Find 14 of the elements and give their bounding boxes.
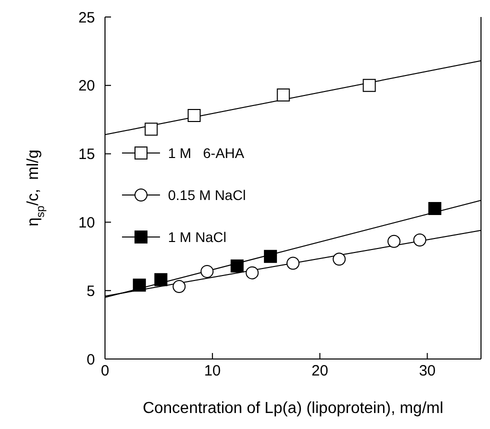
x-tick-label: 20: [312, 362, 328, 380]
x-tick-label: 30: [418, 362, 436, 380]
y-tick-label: 15: [78, 146, 95, 164]
y-tick-label: 10: [78, 214, 95, 232]
x-tick-label: 10: [204, 362, 221, 380]
y-tick-label: 0: [86, 351, 95, 368]
legend-label: 0.15 M NaCl: [168, 187, 246, 203]
y-tick-label: 25: [78, 9, 95, 26]
y-tick-label: 5: [86, 282, 95, 300]
legend-label: 1 M NaCl: [168, 229, 226, 245]
x-axis-title: Concentration of Lp(a) (lipoprotein), mg/ml: [142, 400, 444, 417]
x-tick-label: 0: [100, 362, 110, 380]
y-tick-label: 20: [78, 78, 95, 95]
legend-label: 1 M 6-AHA: [168, 145, 245, 161]
